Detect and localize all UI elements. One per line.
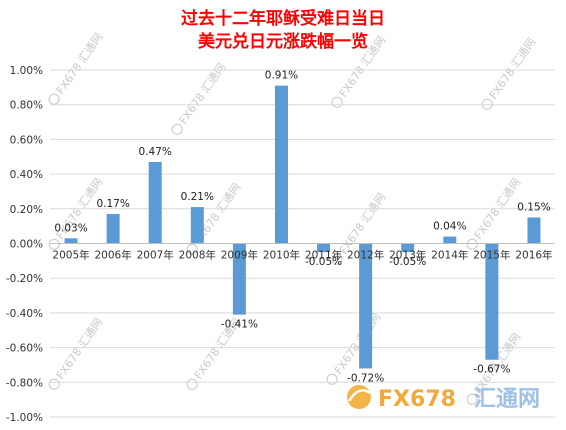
data-label: -0.05% [389, 256, 426, 268]
watermark-text: FX678 汇通网 [487, 36, 539, 102]
bar [106, 214, 120, 244]
watermark: FX678 汇通网 [171, 61, 229, 135]
x-tick-label: 2007年 [137, 249, 174, 262]
bar [359, 243, 373, 369]
bar [443, 236, 457, 244]
bars [64, 85, 541, 369]
data-label: 0.17% [96, 198, 129, 210]
x-tick-label: 2008年 [179, 249, 216, 262]
chart-title-line-1: 过去十二年耶稣受难日当日 [181, 8, 385, 29]
y-tick-label: -0.20% [6, 273, 43, 285]
watermark: FX678 汇通网 [481, 36, 539, 110]
bar [401, 243, 415, 253]
data-label: 0.21% [181, 191, 214, 203]
bar [148, 161, 162, 244]
data-label: 0.03% [54, 222, 87, 234]
watermark-logo-icon [466, 238, 478, 250]
watermark-logo-icon [326, 373, 338, 385]
watermark-text: FX678 汇通网 [177, 61, 229, 127]
watermark-text: FX678 汇通网 [54, 316, 106, 382]
data-label: 0.91% [265, 70, 298, 82]
y-axis: 1.00% 0.80% 0.60% 0.40% 0.20% 0.00% -0.20% -0.4… [6, 65, 43, 424]
watermark-logo-icon [481, 98, 493, 110]
chart-title: 过去十二年耶稣受难日当日 美元兑日元涨跌幅一览 [181, 8, 385, 52]
watermark-logo-icon [186, 243, 198, 255]
x-tick-label: 2012年 [347, 249, 384, 262]
data-label: 0.47% [139, 146, 172, 158]
y-tick-label: 0.60% [10, 134, 43, 146]
y-tick-label: -0.80% [6, 377, 43, 389]
watermark-text: FX678 汇通网 [54, 31, 106, 97]
data-label: -0.67% [473, 364, 510, 376]
x-tick-label: 2006年 [95, 249, 132, 262]
y-tick-label: 1.00% [10, 65, 43, 77]
watermark: FX678 汇通网 [466, 176, 523, 250]
watermark-text: FX678 汇通网 [332, 311, 384, 377]
data-label: 0.15% [517, 201, 550, 213]
watermark-logo-icon [171, 123, 183, 135]
x-tick-label: 2005年 [52, 249, 89, 262]
x-tick-label: 2014年 [431, 249, 468, 262]
y-tick-label: 0.80% [10, 100, 43, 112]
watermark-logo-icon [331, 253, 343, 265]
bar [190, 207, 204, 244]
logo-swoosh-icon [347, 389, 371, 402]
watermark-layer: FX678 汇通网 FX678 汇通网 FX678 汇通网 FX678 汇通网 FX67… [48, 31, 539, 405]
logo-huitong-text: 汇通网 [474, 387, 540, 412]
watermark: FX678 汇通网 [48, 31, 106, 105]
y-tick-label: -1.00% [6, 412, 43, 424]
x-tick-label: 2011年 [305, 249, 342, 262]
data-label: 0.04% [433, 221, 466, 233]
bar [274, 85, 288, 244]
watermark-logo-icon [331, 96, 343, 108]
x-axis: 2005年 2006年 2007年 2008年 2009年 2010年 2011年 2012年… [50, 243, 555, 262]
y-tick-label: 0.40% [10, 169, 43, 181]
bar [232, 243, 246, 315]
chart-title-line-2: 美元兑日元涨跌幅一览 [198, 31, 368, 52]
bar [317, 243, 331, 253]
x-tick-label: 2016年 [515, 249, 552, 262]
watermark-logo-icon [466, 393, 478, 405]
y-tick-label: -0.60% [6, 343, 43, 355]
fx678-logo: FX678 汇通网 [347, 385, 540, 412]
data-label: -0.72% [347, 372, 384, 384]
data-label: -0.05% [305, 256, 342, 268]
watermark-logo-icon [48, 238, 60, 250]
x-tick-label: 2010年 [263, 249, 300, 262]
watermark-logo-icon [48, 378, 60, 390]
bar [527, 217, 541, 244]
logo-fx678-text: FX678 [378, 387, 456, 412]
data-label: -0.41% [221, 319, 258, 331]
x-tick-label: 2013年 [389, 249, 426, 262]
watermark-logo-icon [48, 93, 60, 105]
x-tick-label: 2015年 [473, 249, 510, 262]
y-tick-label: 0.00% [10, 239, 43, 251]
x-tick-label: 2009年 [221, 249, 258, 262]
y-tick-label: -0.40% [6, 308, 43, 320]
watermark-logo-icon [186, 378, 198, 390]
data-labels: 0.03% 0.17% 0.47% 0.21% -0.41% 0.91% -0.05% -0.… [54, 70, 550, 385]
bar [485, 243, 499, 360]
bar [64, 238, 78, 244]
watermark: FX678 汇通网 [48, 316, 106, 390]
y-tick-label: 0.20% [10, 204, 43, 216]
